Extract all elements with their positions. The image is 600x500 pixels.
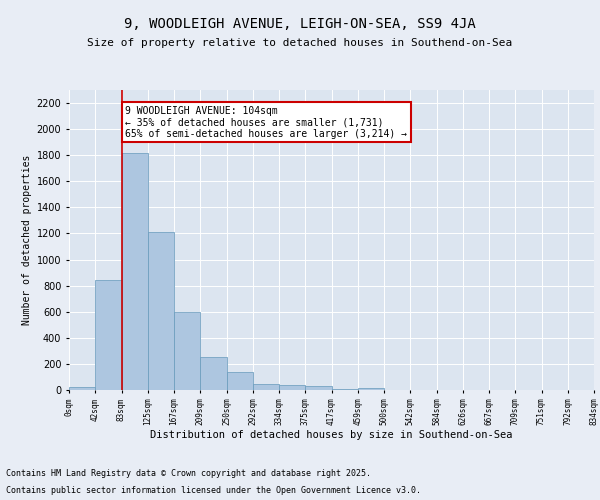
Bar (148, 232, 174, 390)
Bar (305, 386, 331, 390)
Bar (279, 385, 305, 390)
Text: 9, WOODLEIGH AVENUE, LEIGH-ON-SEA, SS9 4JA: 9, WOODLEIGH AVENUE, LEIGH-ON-SEA, SS9 4… (124, 18, 476, 32)
Bar (200, 356, 227, 390)
Bar (227, 372, 253, 390)
Bar (358, 388, 384, 390)
X-axis label: Distribution of detached houses by size in Southend-on-Sea: Distribution of detached houses by size … (150, 430, 513, 440)
Bar (69, 388, 95, 390)
Y-axis label: Number of detached properties: Number of detached properties (22, 155, 32, 325)
Text: Contains HM Land Registry data © Crown copyright and database right 2025.: Contains HM Land Registry data © Crown c… (6, 468, 371, 477)
Bar (121, 152, 148, 390)
Text: 9 WOODLEIGH AVENUE: 104sqm
← 35% of detached houses are smaller (1,731)
65% of s: 9 WOODLEIGH AVENUE: 104sqm ← 35% of deta… (125, 106, 407, 139)
Bar (253, 384, 279, 390)
Text: Contains public sector information licensed under the Open Government Licence v3: Contains public sector information licen… (6, 486, 421, 495)
Bar (174, 312, 200, 390)
Bar (95, 280, 121, 390)
Text: Size of property relative to detached houses in Southend-on-Sea: Size of property relative to detached ho… (88, 38, 512, 48)
